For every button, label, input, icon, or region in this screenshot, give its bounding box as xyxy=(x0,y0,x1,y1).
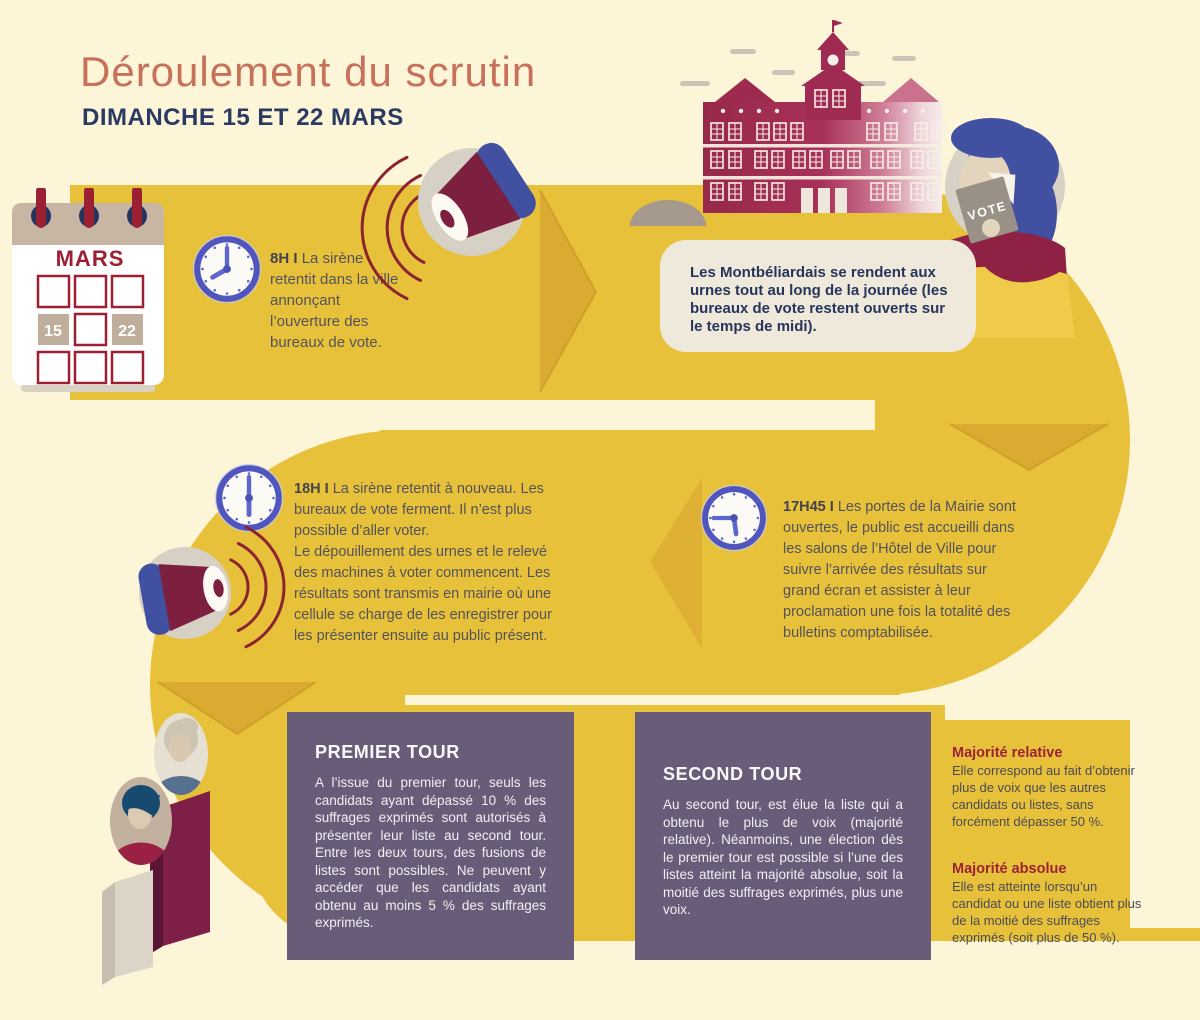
clock-8h-icon xyxy=(192,234,262,304)
sky-dashes xyxy=(680,49,916,86)
majorite-relative-block: Majorité relative Elle correspond au fai… xyxy=(952,745,1142,830)
step-8h-text: 8H I La sirène retentit dans la ville an… xyxy=(270,248,412,353)
calendar-pins xyxy=(31,188,147,228)
step-18h-text: 18H I La sirène retentit à nouveau. Les … xyxy=(294,479,558,647)
path-band-bottom-right xyxy=(930,720,1130,941)
calendar-month-label: MARS xyxy=(56,246,125,271)
panel-premier-tour: PREMIER TOUR A l’issue du premier tour, … xyxy=(287,712,574,960)
avatar-gray-hair xyxy=(154,713,208,795)
majorite-relative-body: Elle correspond au fait d’obtenir plus d… xyxy=(952,763,1135,829)
step-17h45-time: 17H45 I xyxy=(783,499,834,515)
premier-tour-title: PREMIER TOUR xyxy=(315,742,460,762)
path-band-bottom-strip xyxy=(1130,928,1200,941)
calendar-day-22-cell xyxy=(112,314,143,345)
town-hall-icon xyxy=(680,20,945,213)
step-18h-paragraph-1: 18H I La sirène retentit à nouveau. Les … xyxy=(294,479,558,542)
sound-waves-2 xyxy=(229,525,286,649)
panel-second-tour: SECOND TOUR Au second tour, est élue la … xyxy=(635,712,931,960)
megaphone-icon xyxy=(360,142,536,301)
majorite-absolue-title: Majorité absolue xyxy=(952,861,1067,877)
step-8h-time: 8H I xyxy=(270,250,298,267)
premier-tour-body: A l’issue du premier tour, seuls les can… xyxy=(315,775,546,930)
sound-waves xyxy=(360,155,426,301)
midday-callout: Les Montbéliardais se rendent aux urnes … xyxy=(660,240,976,352)
page-subtitle: DIMANCHE 15 ET 22 MARS xyxy=(82,104,404,131)
calendar-grid xyxy=(36,274,145,385)
step-17h45-text: 17H45 I Les portes de la Mairie sont ouv… xyxy=(783,497,1023,644)
page-title: Déroulement du scrutin xyxy=(80,48,537,95)
step-18h-body-1: La sirène retentit à nouveau. Les bureau… xyxy=(294,481,544,539)
step-8h-body: La sirène retentit dans la ville annonça… xyxy=(270,250,399,351)
step-18h-paragraph-2: Le dépouillement des urnes et le relevé … xyxy=(294,544,552,644)
calendar-shadow xyxy=(21,384,155,392)
majorite-relative-title: Majorité relative xyxy=(952,745,1063,761)
calendar-day-15-cell xyxy=(38,314,69,345)
calendar-day-15: 15 xyxy=(44,323,62,340)
step-17h45-body: Les portes de la Mairie sont ouvertes, l… xyxy=(783,499,1016,641)
pillar-beige xyxy=(102,870,153,985)
step-18h-time: 18H I xyxy=(294,481,329,497)
majorite-absolue-body: Elle est atteinte lorsqu’un candidat ou … xyxy=(952,879,1142,945)
calendar-day-22: 22 xyxy=(118,323,136,340)
second-tour-body: Au second tour, est élue la liste qui a … xyxy=(663,797,903,917)
attic-dots xyxy=(720,108,926,114)
majority-definitions: Majorité relative Elle correspond au fai… xyxy=(952,745,1142,946)
calendar-icon: MARS 15 22 xyxy=(12,188,164,392)
clock-17h45-icon xyxy=(700,484,768,552)
path-band-middle xyxy=(380,430,900,695)
midday-text: Les Montbéliardais se rendent aux urnes … xyxy=(690,264,948,335)
megaphone-icon-2 xyxy=(138,525,286,649)
vote-card-icon: VOTE xyxy=(955,172,1019,244)
majorite-absolue-block: Majorité absolue Elle est atteinte lorsq… xyxy=(952,861,1142,946)
header: Déroulement du scrutin DIMANCHE 15 ET 22… xyxy=(80,48,536,132)
doors xyxy=(801,188,847,213)
second-tour-title: SECOND TOUR xyxy=(663,764,803,784)
clock-18h-icon xyxy=(214,463,284,533)
